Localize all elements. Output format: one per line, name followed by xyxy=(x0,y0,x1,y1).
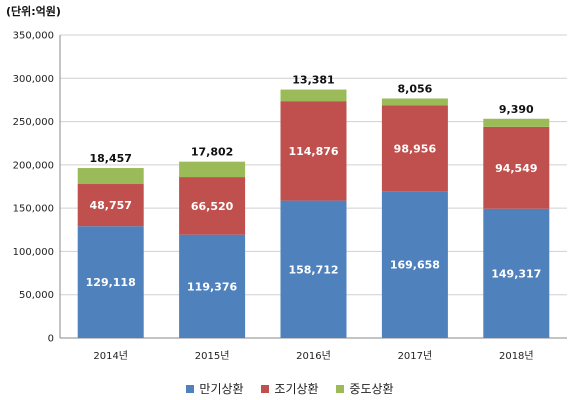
x-tick-label: 2016년 xyxy=(296,350,331,362)
y-tick-label: 250,000 xyxy=(13,117,54,128)
y-tick-label: 150,000 xyxy=(13,204,54,215)
legend-item-early: 조기상환 xyxy=(261,380,319,397)
legend-item-maturity: 만기상환 xyxy=(186,380,244,397)
data-label: 66,520 xyxy=(191,200,234,213)
data-label: 94,549 xyxy=(495,162,537,175)
x-tick-label: 2017년 xyxy=(398,350,433,362)
bar-segment xyxy=(77,168,144,185)
bar-segment xyxy=(179,177,246,235)
x-tick-label: 2015년 xyxy=(195,350,230,362)
data-label: 8,056 xyxy=(398,82,433,95)
bar-segment xyxy=(381,98,448,106)
bar-segment xyxy=(381,191,448,338)
bar-segment xyxy=(280,89,347,102)
x-tick-label: 2014년 xyxy=(93,350,128,362)
stacked-bar-chart: 0 50,000 100,000 150,000 200,000 250,000 300,0… xyxy=(13,31,567,362)
y-tick-label: 50,000 xyxy=(19,290,54,301)
y-tick-label: 200,000 xyxy=(13,160,54,171)
legend-swatch-maturity xyxy=(186,385,195,393)
data-label: 129,118 xyxy=(86,276,136,289)
legend-label-midterm: 중도상환 xyxy=(349,382,394,396)
data-label: 169,658 xyxy=(390,259,440,272)
data-label: 48,757 xyxy=(89,199,131,212)
bar-segment xyxy=(280,101,347,201)
data-label: 119,376 xyxy=(187,280,237,293)
data-label: 13,381 xyxy=(292,74,334,87)
data-label: 98,956 xyxy=(394,142,437,155)
y-tick-label: 350,000 xyxy=(13,31,54,42)
data-label: 17,802 xyxy=(191,146,233,159)
legend-swatch-early xyxy=(261,385,270,393)
data-label: 18,457 xyxy=(89,152,131,165)
bar-segment xyxy=(280,200,347,338)
bar-segment xyxy=(179,161,246,178)
bar-segment xyxy=(179,234,246,338)
legend-label-maturity: 만기상환 xyxy=(199,382,244,396)
x-tick-label: 2018년 xyxy=(499,350,534,362)
y-tick-label: 300,000 xyxy=(13,74,54,85)
data-label: 114,876 xyxy=(288,145,338,158)
unit-label: (단위:억원) xyxy=(6,5,61,18)
y-tick-label: 100,000 xyxy=(13,247,54,258)
data-label: 149,317 xyxy=(491,267,541,280)
data-label: 9,390 xyxy=(499,103,534,116)
legend-swatch-midterm xyxy=(336,385,345,393)
y-tick-label: 0 xyxy=(48,334,54,345)
legend: 만기상환 조기상환 중도상환 xyxy=(0,380,580,397)
legend-label-early: 조기상환 xyxy=(274,382,319,396)
bar-segment xyxy=(483,208,550,338)
bar-segment xyxy=(483,126,550,209)
bar-segment xyxy=(483,118,550,127)
legend-item-midterm: 중도상환 xyxy=(336,380,394,397)
bar-segment xyxy=(77,184,144,227)
bar-segment xyxy=(77,226,144,338)
data-label: 158,712 xyxy=(288,263,338,276)
bar-segment xyxy=(381,105,448,192)
